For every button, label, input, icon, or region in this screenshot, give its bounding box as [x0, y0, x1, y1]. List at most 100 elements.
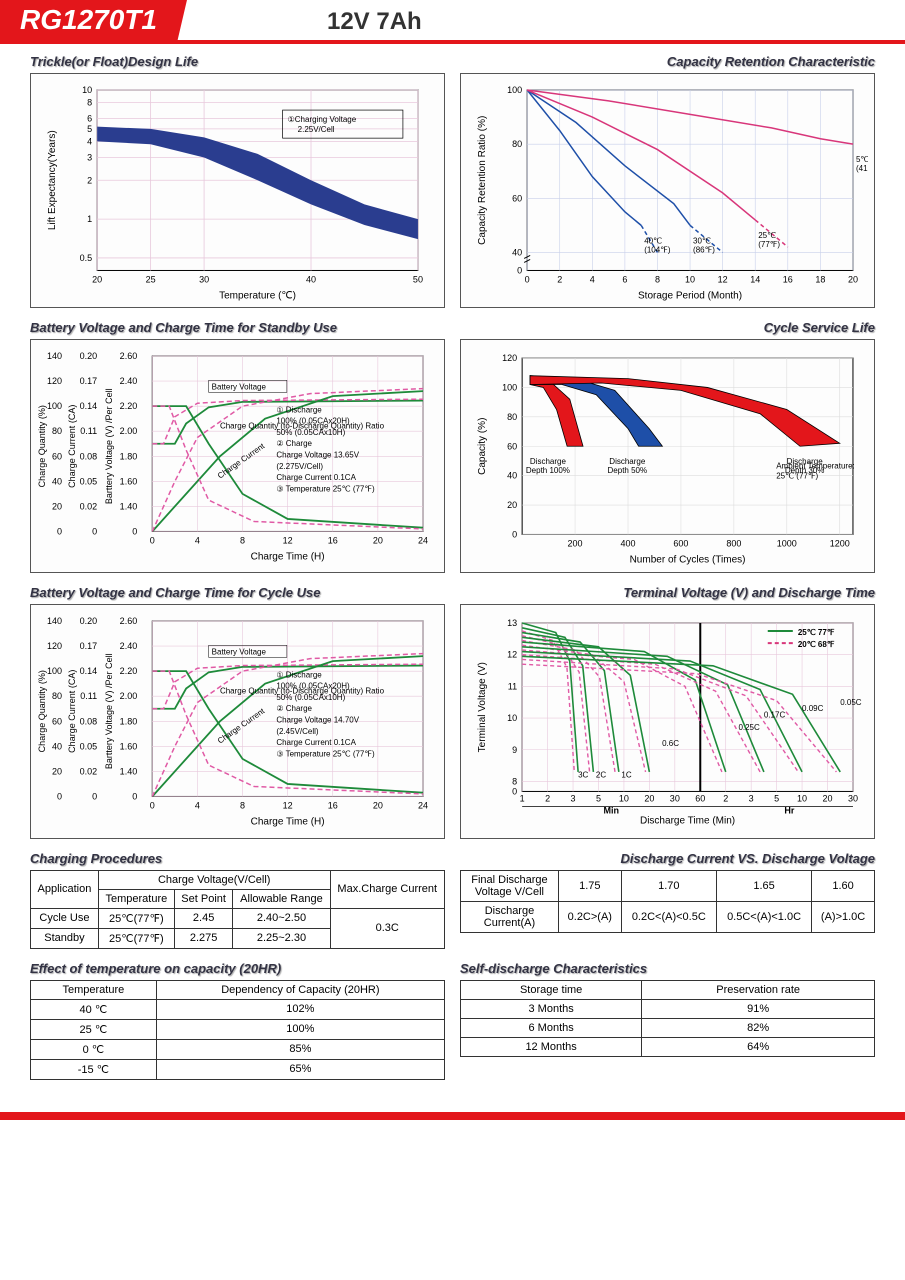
svg-text:0: 0 [132, 526, 137, 536]
svg-text:0.11: 0.11 [80, 691, 97, 701]
svg-text:2.40: 2.40 [120, 641, 138, 651]
cycleuse-title: Battery Voltage and Charge Time for Cycl… [30, 585, 445, 600]
svg-text:40: 40 [52, 741, 62, 751]
svg-text:140: 140 [47, 616, 62, 626]
svg-text:3: 3 [87, 153, 92, 163]
svg-text:Barttery Voltage (V) /Per Cell: Barttery Voltage (V) /Per Cell [104, 653, 114, 769]
svg-text:16: 16 [328, 535, 338, 545]
svg-text:Charge Current 0.1CA: Charge Current 0.1CA [276, 473, 356, 482]
svg-text:5: 5 [87, 124, 92, 134]
svg-text:100: 100 [507, 85, 522, 95]
svg-text:(104℉): (104℉) [644, 245, 671, 254]
svg-text:1200: 1200 [830, 538, 850, 548]
svg-text:Charge Time (H): Charge Time (H) [251, 551, 325, 562]
svg-text:0.14: 0.14 [80, 666, 98, 676]
svg-text:3: 3 [749, 794, 754, 804]
svg-text:2: 2 [545, 794, 550, 804]
svg-text:8: 8 [240, 535, 245, 545]
svg-text:4: 4 [195, 801, 200, 811]
svg-text:50% (0.05CAx10H): 50% (0.05CAx10H) [276, 428, 345, 437]
svg-text:20: 20 [822, 794, 832, 804]
trickle-chart: 20253040500.5123456810①Charging Voltage2… [30, 73, 445, 308]
svg-text:30℃: 30℃ [693, 236, 711, 245]
svg-text:25: 25 [146, 275, 156, 285]
svg-text:12: 12 [283, 535, 293, 545]
svg-text:1C: 1C [621, 771, 631, 780]
svg-text:18: 18 [815, 275, 825, 285]
svg-text:0.17: 0.17 [80, 641, 98, 651]
svg-text:16: 16 [328, 801, 338, 811]
svg-text:2: 2 [557, 275, 562, 285]
svg-text:1000: 1000 [777, 538, 797, 548]
svg-text:30: 30 [199, 275, 209, 285]
svg-text:30: 30 [848, 794, 858, 804]
svg-text:Lift Expectancy(Years): Lift Expectancy(Years) [47, 130, 58, 230]
svg-text:16: 16 [783, 275, 793, 285]
svg-text:120: 120 [47, 641, 62, 651]
svg-text:0.05: 0.05 [80, 476, 98, 486]
svg-text:20: 20 [507, 500, 517, 510]
svg-text:100: 100 [47, 401, 62, 411]
svg-text:60: 60 [695, 794, 705, 804]
svg-text:0.17: 0.17 [80, 376, 98, 386]
footer-bar [0, 1112, 905, 1120]
svg-text:12: 12 [283, 801, 293, 811]
svg-text:11: 11 [508, 681, 517, 691]
svg-text:Discharge: Discharge [609, 457, 646, 466]
svg-text:Temperature (℃): Temperature (℃) [219, 291, 296, 301]
svg-text:0: 0 [512, 787, 517, 797]
svg-text:9: 9 [512, 745, 517, 755]
svg-text:100: 100 [502, 382, 517, 392]
svg-text:20: 20 [52, 766, 62, 776]
svg-text:10: 10 [507, 713, 517, 723]
svg-text:0: 0 [517, 265, 522, 275]
svg-text:Discharge Time (Min): Discharge Time (Min) [640, 816, 735, 827]
svg-text:80: 80 [507, 411, 517, 421]
svg-text:0: 0 [57, 526, 62, 536]
svg-text:1.60: 1.60 [120, 476, 138, 486]
svg-text:① Discharge: ① Discharge [276, 671, 322, 680]
svg-text:0.17C: 0.17C [764, 711, 786, 720]
charging-proc-title: Charging Procedures [30, 851, 445, 866]
svg-text:140: 140 [47, 351, 62, 361]
svg-text:5: 5 [774, 794, 779, 804]
svg-text:60: 60 [52, 716, 62, 726]
svg-text:2.60: 2.60 [120, 616, 138, 626]
svg-text:120: 120 [502, 353, 517, 363]
svg-text:20: 20 [373, 801, 383, 811]
svg-text:5: 5 [596, 794, 601, 804]
svg-text:20: 20 [373, 535, 383, 545]
svg-text:60: 60 [52, 451, 62, 461]
svg-text:1.80: 1.80 [120, 451, 138, 461]
svg-text:4: 4 [195, 535, 200, 545]
svg-text:Depth 100%: Depth 100% [526, 466, 570, 475]
svg-text:40: 40 [512, 247, 522, 257]
svg-text:0.08: 0.08 [80, 716, 98, 726]
svg-text:50: 50 [413, 275, 423, 285]
svg-text:Charge Current (CA): Charge Current (CA) [67, 670, 77, 753]
svg-text:20: 20 [92, 275, 102, 285]
svg-text:① Discharge: ① Discharge [276, 405, 322, 414]
svg-text:Discharge: Discharge [530, 457, 567, 466]
svg-text:25℃ 77℉: 25℃ 77℉ [798, 628, 835, 637]
svg-text:0: 0 [92, 792, 97, 802]
terminal-chart: 891011121301235102030602351020303C2C1C0.… [460, 604, 875, 839]
discharge-voltage-title: Discharge Current VS. Discharge Voltage [460, 851, 875, 866]
svg-text:12: 12 [718, 275, 728, 285]
svg-text:80: 80 [512, 139, 522, 149]
svg-text:Charge Quantity (%): Charge Quantity (%) [37, 405, 47, 487]
svg-text:0.05: 0.05 [80, 741, 98, 751]
svg-text:Number of Cycles (Times): Number of Cycles (Times) [630, 554, 746, 565]
svg-text:0.08: 0.08 [80, 451, 98, 461]
svg-text:120: 120 [47, 376, 62, 386]
trickle-title: Trickle(or Float)Design Life [30, 54, 445, 69]
svg-text:Hr: Hr [784, 806, 795, 816]
svg-text:1: 1 [87, 214, 92, 224]
svg-text:40℃: 40℃ [644, 236, 662, 245]
temp-effect-table: TemperatureDependency of Capacity (20HR)… [30, 980, 445, 1080]
cycleuse-chart: 0481216202402040608010012014000.020.050.… [30, 604, 445, 839]
svg-text:2.00: 2.00 [120, 691, 138, 701]
svg-text:0.09C: 0.09C [802, 704, 824, 713]
svg-text:2.20: 2.20 [120, 666, 138, 676]
svg-text:0.20: 0.20 [80, 616, 98, 626]
